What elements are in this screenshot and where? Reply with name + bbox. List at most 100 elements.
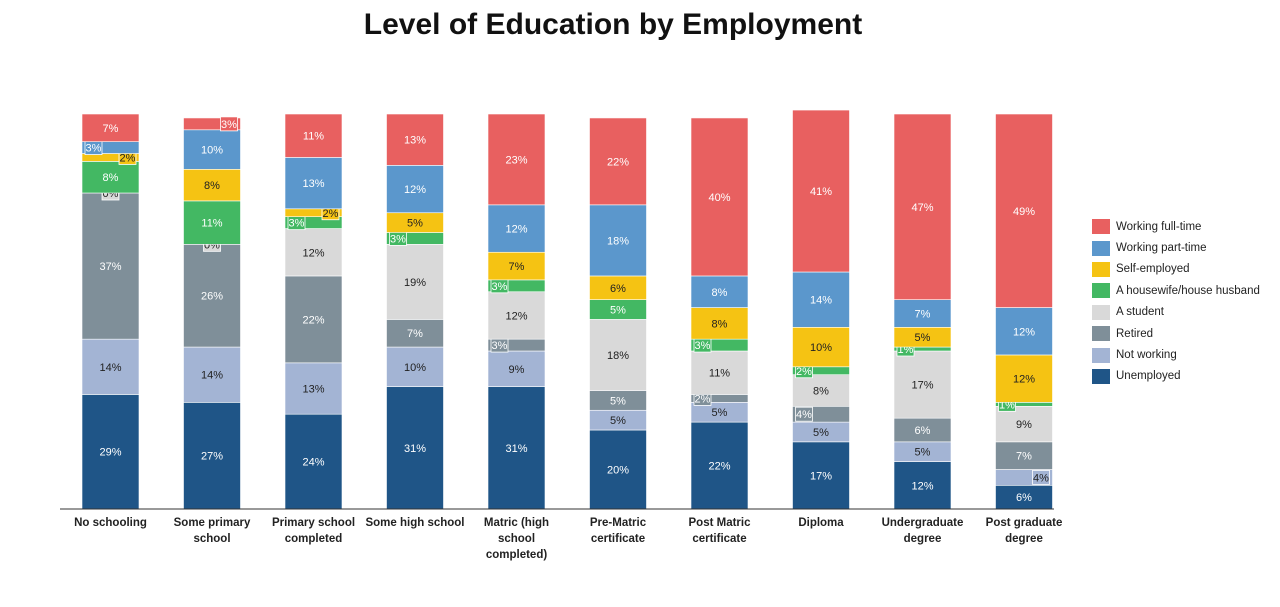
- bar-segment: [487, 204, 546, 253]
- data-label: 18%: [607, 235, 629, 247]
- data-label: 12%: [302, 247, 324, 259]
- x-tick-label: school: [193, 533, 230, 545]
- data-label: 5%: [813, 427, 829, 439]
- data-label: 5%: [610, 305, 626, 317]
- data-label: 8%: [813, 386, 829, 398]
- x-tick-label: degree: [1005, 533, 1043, 545]
- data-label: 12%: [1013, 326, 1035, 338]
- x-tick-label: completed): [486, 549, 548, 561]
- data-label: 31%: [404, 443, 426, 455]
- data-label: 12%: [505, 310, 527, 322]
- legend-item: Working full-time: [1092, 216, 1260, 237]
- data-label: 3%: [289, 218, 305, 230]
- data-label: 14%: [201, 370, 223, 382]
- data-label: 11%: [303, 131, 324, 143]
- x-tick-label: Post graduate: [986, 517, 1063, 529]
- x-tick-label: degree: [904, 533, 942, 545]
- bar-segment: [284, 113, 343, 158]
- data-label: 17%: [911, 380, 933, 392]
- data-label: 7%: [509, 261, 525, 273]
- bar-segment: [893, 350, 952, 419]
- x-tick-label: Some high school: [365, 517, 464, 529]
- bar-segment: [893, 113, 952, 300]
- data-label: 12%: [404, 184, 426, 196]
- data-label: 19%: [404, 277, 426, 289]
- legend-item: A housewife/house husband: [1092, 280, 1260, 301]
- data-label: 5%: [712, 407, 728, 419]
- legend-item: Self-employed: [1092, 259, 1260, 280]
- data-label: 20%: [607, 465, 629, 477]
- data-label: 7%: [103, 123, 119, 135]
- bar-segment: [386, 244, 444, 320]
- data-label-box: [795, 406, 813, 422]
- legend-item: Unemployed: [1092, 366, 1260, 387]
- data-label: 6%: [1016, 492, 1032, 504]
- bar-segment: [386, 386, 444, 510]
- data-label: 23%: [505, 154, 527, 166]
- data-label: 8%: [712, 287, 728, 299]
- data-label: 17%: [810, 470, 832, 482]
- data-label: 9%: [1016, 419, 1032, 431]
- bar-segment: [792, 374, 850, 407]
- bar-segment: [690, 275, 749, 308]
- data-label: 12%: [1013, 374, 1035, 386]
- legend-swatch: [1092, 368, 1110, 384]
- bar-segment: [589, 204, 647, 277]
- data-label: 3%: [695, 340, 711, 352]
- data-label: 10%: [404, 362, 426, 374]
- legend-swatch: [1092, 304, 1110, 320]
- x-tick-label: Matric (high: [484, 517, 549, 529]
- chart-title: Level of Education by Employment: [363, 8, 863, 41]
- bar-segment: [81, 192, 140, 340]
- data-label: 4%: [1033, 472, 1049, 484]
- x-tick-label: Primary school: [272, 517, 355, 529]
- bar-segment: [183, 402, 241, 510]
- legend-label: A housewife/house husband: [1116, 284, 1260, 297]
- bar-segment: [284, 157, 343, 210]
- x-tick-label: Some primary: [174, 517, 251, 529]
- bar-segment: [81, 113, 140, 142]
- bar-segment: [589, 117, 647, 206]
- bar-segment: [386, 319, 444, 348]
- data-label: 31%: [505, 443, 527, 455]
- data-label: 2%: [695, 393, 711, 405]
- data-label: 27%: [201, 451, 223, 463]
- data-label: 2%: [796, 366, 812, 378]
- data-label: 12%: [911, 480, 933, 492]
- data-label: 41%: [810, 186, 832, 198]
- bar-segment: [487, 350, 546, 387]
- data-label: 13%: [302, 384, 324, 396]
- data-label: 3%: [390, 233, 406, 245]
- bar-segment: [183, 117, 241, 131]
- data-label: 47%: [911, 202, 933, 214]
- bar-segment: [183, 169, 241, 202]
- bars-layer: 29%14%37%0%8%2%3%7%27%14%26%0%11%8%10%3%…: [81, 109, 1053, 510]
- bar-segment: [183, 129, 241, 170]
- bar-segment: [995, 113, 1053, 308]
- stacked-bar-chart: 29%14%37%0%8%2%3%7%27%14%26%0%11%8%10%3%…: [60, 109, 1063, 561]
- data-label: 11%: [709, 368, 730, 380]
- data-label: 3%: [492, 340, 508, 352]
- data-label: 13%: [404, 135, 426, 147]
- data-label: 8%: [204, 180, 220, 192]
- x-tick-label: completed: [285, 533, 343, 545]
- data-label: 5%: [610, 395, 626, 407]
- x-tick-label: No schooling: [74, 517, 147, 529]
- data-label: 8%: [103, 172, 119, 184]
- legend: Working full-time Working part-time Self-e…: [1092, 216, 1260, 387]
- x-tick-label: school: [498, 533, 535, 545]
- data-label: 7%: [915, 308, 931, 320]
- bar-segment: [183, 244, 241, 348]
- bar-segment: [487, 291, 546, 340]
- bar-segment: [995, 307, 1053, 356]
- data-label: 22%: [302, 314, 324, 326]
- x-tick-label: Diploma: [798, 517, 844, 529]
- data-label-box: [220, 116, 238, 132]
- bar-segment: [690, 117, 749, 277]
- legend-swatch: [1092, 283, 1110, 299]
- legend-label: A student: [1116, 306, 1164, 319]
- data-label: 12%: [505, 224, 527, 236]
- data-label: 3%: [86, 143, 102, 155]
- bar-segment: [589, 319, 647, 391]
- legend-swatch: [1092, 347, 1110, 363]
